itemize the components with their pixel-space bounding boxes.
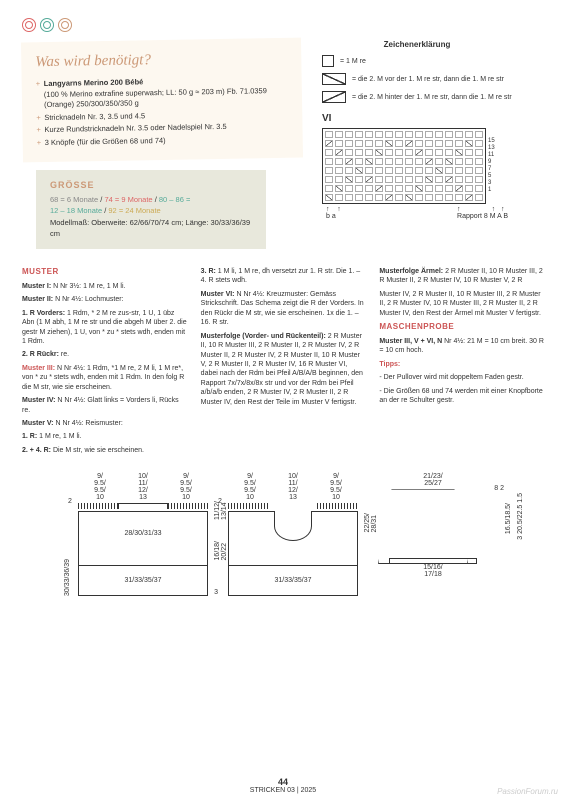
body-rect: 31/33/35/37: [228, 511, 358, 596]
symbol-cross-r: [322, 91, 346, 103]
top-dims: 9/ 9.5/10/ 11/9/ 9.5/: [228, 473, 358, 487]
chart-vi: VI 15131197531 ↑ ↑b a: [322, 113, 512, 220]
sizes-text: 68 = 6 Monate / 74 = 9 Monate / 80 – 86 …: [50, 194, 252, 239]
sleeve-shape: [378, 489, 468, 564]
footer: 44 STRICKEN 03 | 2025: [0, 777, 566, 794]
legend: Zeichenerklärung = 1 M re = die 2. M vor…: [322, 40, 512, 249]
yarn-icon: [58, 18, 72, 32]
sizes-box: GRÖSSE 68 = 6 Monate / 74 = 9 Monate / 8…: [36, 170, 266, 249]
neckline: [274, 511, 312, 541]
schematic-sleeve: 21/23/ 25/27 15/16/17/18 8 2 16.5/18.5/ …: [378, 473, 488, 596]
mat-item: Langyarns Merino 200 Bébé(100 % Merino e…: [36, 75, 289, 111]
legend-title: Zeichenerklärung: [322, 40, 512, 49]
mid-dims: 9.5/ 1012/ 139.5/ 10: [78, 487, 208, 501]
legend-row: = 1 M re: [322, 55, 512, 67]
col2: 3. R: 1 M li, 1 M re, dh versetzt zur 1.…: [201, 267, 366, 459]
chart-grid: [322, 128, 486, 204]
gauge-heading: MASCHENPROBE: [379, 322, 544, 333]
symbol-cross-l: [322, 73, 346, 85]
top-dims: 9/ 9.5/10/ 11/9/ 9.5/: [78, 473, 208, 487]
issue-label: STRICKEN 03 | 2025: [0, 787, 566, 794]
mid-dims: 9.5/ 1012/ 139.5/ 10: [228, 487, 358, 501]
watermark: PassionForum.ru: [497, 787, 558, 796]
sizes-title: GRÖSSE: [50, 180, 252, 190]
schematic-back: 9/ 9.5/10/ 11/9/ 9.5/ 9.5/ 1012/ 139.5/ …: [78, 473, 208, 596]
schematics: 9/ 9.5/10/ 11/9/ 9.5/ 9.5/ 1012/ 139.5/ …: [22, 473, 544, 596]
bottom-band: 31/33/35/37: [79, 565, 207, 595]
symbol-plain: [322, 55, 334, 67]
chart-arrows: ↑ ↑b a ↑ ↑ ↑Rapport 8 M A B: [322, 206, 512, 220]
top-dim: 21/23/ 25/27: [378, 473, 488, 487]
legend-row: = die 2. M vor der 1. M re str, dann die…: [322, 73, 512, 85]
muster-heading: MUSTER: [22, 267, 187, 278]
page-number: 44: [0, 777, 566, 787]
materials-title: Was wird benötigt?: [35, 50, 287, 71]
bottom-band: 31/33/35/37: [229, 565, 357, 595]
chart-label: VI: [322, 113, 512, 124]
col1: MUSTER Muster I: N Nr 3½: 1 M re, 1 M li…: [22, 267, 187, 459]
yarn-icon: [22, 18, 36, 32]
mat-item: 3 Knöpfe (für die Größen 68 und 74): [37, 133, 289, 148]
materials-box: Was wird benötigt? Langyarns Merino 200 …: [21, 38, 303, 163]
bottom-dim: 15/16/17/18: [378, 564, 488, 578]
text-columns: MUSTER Muster I: N Nr 3½: 1 M re, 1 M li…: [22, 267, 544, 459]
body-rect: 28/30/31/33 31/33/35/37: [78, 511, 208, 596]
yarn-icon: [40, 18, 54, 32]
schematic-front: 9/ 9.5/10/ 11/9/ 9.5/ 9.5/ 1012/ 139.5/ …: [228, 473, 358, 596]
chart-row-nums: 15131197531: [488, 138, 495, 194]
col3: Musterfolge Ärmel: 2 R Muster II, 10 R M…: [379, 267, 544, 459]
legend-row: = die 2. M hinter der 1. M re str, dann …: [322, 91, 512, 103]
yarn-icons: [22, 18, 544, 32]
